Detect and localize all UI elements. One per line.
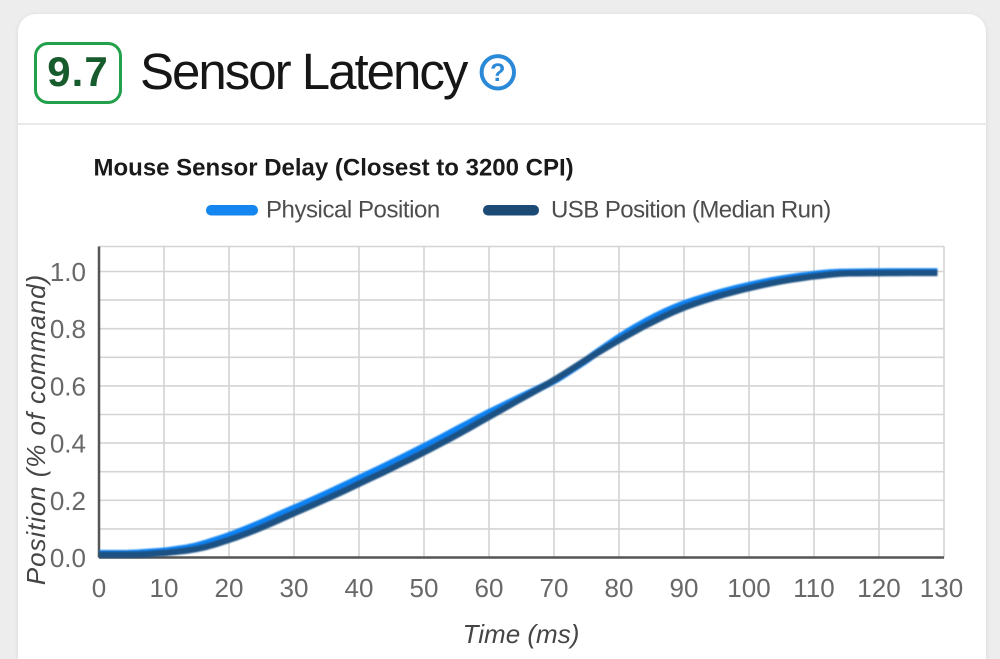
svg-text:Time (ms): Time (ms): [463, 619, 580, 649]
svg-text:USB Position (Median Run): USB Position (Median Run): [551, 197, 831, 224]
svg-text:100: 100: [727, 573, 770, 603]
svg-text:30: 30: [280, 573, 309, 603]
svg-text:Mouse Sensor Delay (Closest to: Mouse Sensor Delay (Closest to 3200 CPI): [94, 155, 574, 182]
svg-text:0.2: 0.2: [50, 486, 86, 516]
svg-text:50: 50: [410, 573, 439, 603]
svg-text:120: 120: [857, 573, 900, 603]
svg-text:70: 70: [540, 573, 569, 603]
svg-text:Position (% of command): Position (% of command): [21, 274, 51, 585]
svg-text:110: 110: [793, 573, 834, 603]
svg-text:90: 90: [670, 573, 699, 603]
svg-text:40: 40: [345, 573, 374, 603]
svg-text:1.0: 1.0: [50, 257, 86, 287]
svg-text:0.0: 0.0: [50, 543, 86, 573]
svg-text:80: 80: [605, 573, 634, 603]
svg-text:?: ?: [490, 59, 505, 87]
svg-text:0: 0: [92, 573, 106, 603]
svg-text:0.4: 0.4: [50, 429, 86, 459]
svg-text:Physical Position: Physical Position: [266, 197, 440, 224]
svg-text:0.6: 0.6: [50, 371, 86, 401]
svg-text:20: 20: [215, 573, 244, 603]
svg-text:60: 60: [475, 573, 504, 603]
svg-text:130: 130: [920, 573, 963, 603]
svg-text:10: 10: [150, 573, 179, 603]
svg-text:0.8: 0.8: [50, 314, 86, 344]
